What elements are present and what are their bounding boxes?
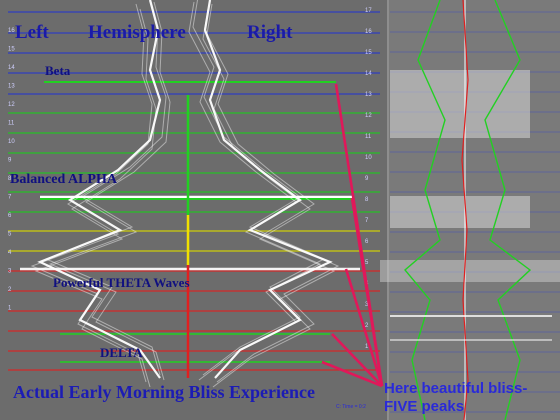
left-axis-number: 2 [8, 287, 12, 293]
hemisphere-label: Hemisphere [88, 22, 186, 43]
left-axis-number: 12 [8, 102, 15, 108]
right-axis-number: 14 [365, 71, 372, 77]
right-axis-number: 15 [365, 50, 372, 56]
right-axis-number: 16 [365, 29, 372, 35]
left-axis-number: 7 [8, 195, 12, 201]
right-spectrum-trace [203, 0, 333, 379]
right-axis-number: 17 [365, 8, 372, 14]
annotation-arrow [331, 333, 383, 387]
delta-label: DELTA [100, 345, 143, 360]
right-axis-number: 9 [365, 176, 369, 182]
left-axis-number: 11 [8, 121, 15, 127]
left-axis-number: 13 [8, 84, 15, 90]
right-axis-number: 3 [365, 302, 369, 308]
right-spectrum-ghost [202, 8, 336, 388]
right-spectrum-ghost [192, 0, 326, 376]
left-axis-number: 4 [8, 250, 12, 256]
time-footnote: C: Time = 0:2 [336, 404, 366, 410]
left-axis-number: 14 [8, 65, 15, 71]
left-axis-number: 1 [8, 306, 12, 312]
right-label: Right [247, 22, 293, 43]
left-axis-number: 9 [8, 158, 12, 164]
left-axis-number: 5 [8, 232, 12, 238]
right-axis-number: 6 [365, 239, 369, 245]
annotation-arrow [344, 268, 384, 387]
left-spectrum-ghost [34, 8, 157, 388]
annotation-arrow [350, 197, 384, 387]
right-axis-number: 1 [365, 344, 369, 350]
right-axis-number: 10 [365, 155, 372, 161]
right-axis-number: 13 [365, 92, 372, 98]
left-label: Left [15, 22, 49, 43]
bliss-annotation: Here beautiful bliss- FIVE peaks [384, 380, 527, 416]
left-axis-number: 15 [8, 47, 15, 53]
bliss-annotation-line1: Here beautiful bliss- [384, 380, 528, 397]
right-shaded-box [390, 196, 530, 228]
annotation-arrow [321, 360, 383, 388]
right-red-trace [461, 0, 469, 420]
left-axis-number: 10 [8, 139, 15, 145]
right-spectrum-ghost [188, 1, 322, 381]
left-panel-bg [0, 0, 388, 420]
left-spectrum-ghost [44, 0, 167, 376]
left-spectrum-trace [37, 0, 162, 379]
left-axis-number: 8 [8, 176, 12, 182]
left-axis-number: 16 [8, 28, 15, 34]
left-spectrum-ghost [30, 3, 153, 383]
right-spectrum-ghost [206, 3, 340, 383]
left-axis-number: 3 [8, 269, 12, 275]
left-axis-number: 6 [8, 213, 12, 219]
right-shaded-box [390, 70, 530, 138]
theta-label: Powerful THETA Waves [53, 275, 190, 290]
alpha-label: Balanced ALPHA [10, 172, 117, 187]
beta-label: Beta [45, 63, 71, 78]
right-axis-number: 11 [365, 134, 372, 140]
right-axis-number: 5 [365, 260, 369, 266]
right-axis-number: 2 [365, 323, 369, 329]
right-shaded-box [380, 260, 560, 282]
right-axis-number: 8 [365, 197, 369, 203]
left-spectrum-ghost [48, 1, 171, 381]
right-axis-number: 7 [365, 218, 369, 224]
bottom-caption: Actual Early Morning Bliss Experience [13, 382, 315, 402]
bliss-annotation-line2: FIVE peaks [384, 398, 465, 415]
right-axis-number: 12 [365, 113, 372, 119]
